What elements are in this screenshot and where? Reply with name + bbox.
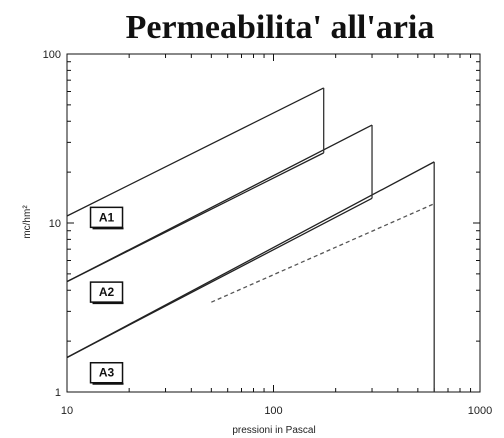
series-line-a3-4 [66,161,435,359]
y-tick-label: 10 [49,218,61,230]
y-tick-label: 1 [55,387,61,399]
plot-frame [66,53,481,393]
series-line-a1-0 [66,87,324,217]
class-label-a2: A2 [89,281,124,305]
class-label-text: A3 [99,366,115,380]
class-label-text: A1 [99,210,115,224]
y-tick-label: 100 [43,49,61,61]
class-label-a1: A1 [89,206,124,230]
class-label-text: A2 [99,285,115,299]
class-label-a3: A3 [89,361,124,385]
series-line-a3-5 [211,203,435,303]
series-line-a2-2 [66,124,373,283]
x-tick-label: 100 [264,405,282,417]
x-tick-label: 1000 [468,405,492,417]
x-axis-label: pressioni in Pascal [232,425,315,436]
y-axis-label: mc/hm² [22,205,33,239]
x-tick-label: 10 [61,405,73,417]
chart-title: Permeabilita' all'aria [126,9,435,46]
